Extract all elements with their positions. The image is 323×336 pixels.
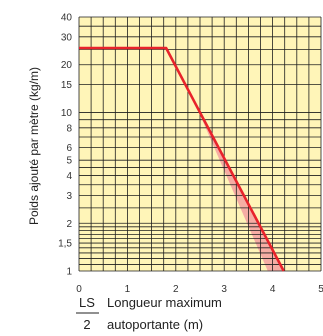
x-tick-label: 1 xyxy=(125,284,131,295)
x-axis-label-line-2: autoportante (m) xyxy=(107,317,203,332)
y-tick-label: 10 xyxy=(61,108,73,119)
x-axis-label-line-1: Longueur maximum xyxy=(107,295,222,310)
y-tick-label: 6 xyxy=(66,143,72,154)
x-tick-label: 3 xyxy=(221,284,227,295)
x-label-fraction-denominator: 2 xyxy=(83,317,90,332)
y-tick-label: 8 xyxy=(66,123,72,134)
y-tick-label: 15 xyxy=(61,80,73,91)
x-tick-label: 4 xyxy=(270,284,276,295)
y-tick-label: 1,5 xyxy=(58,239,72,250)
y-tick-label: 20 xyxy=(61,60,73,71)
y-tick-label: 2 xyxy=(66,219,72,230)
y-axis-label: Poids ajouté par mètre (kg/m) xyxy=(27,67,41,225)
y-tick-label: 1 xyxy=(66,267,72,278)
y-tick-label: 4 xyxy=(66,171,72,182)
y-tick-label: 5 xyxy=(66,156,72,167)
y-tick-label: 30 xyxy=(61,32,73,43)
x-label-fraction-numerator: LS xyxy=(79,295,95,310)
x-tick-label: 2 xyxy=(173,284,179,295)
x-tick-label: 5 xyxy=(318,284,323,295)
y-tick-label: 3 xyxy=(66,191,72,202)
y-tick-label: 40 xyxy=(61,13,73,24)
x-tick-label: 0 xyxy=(76,284,82,295)
